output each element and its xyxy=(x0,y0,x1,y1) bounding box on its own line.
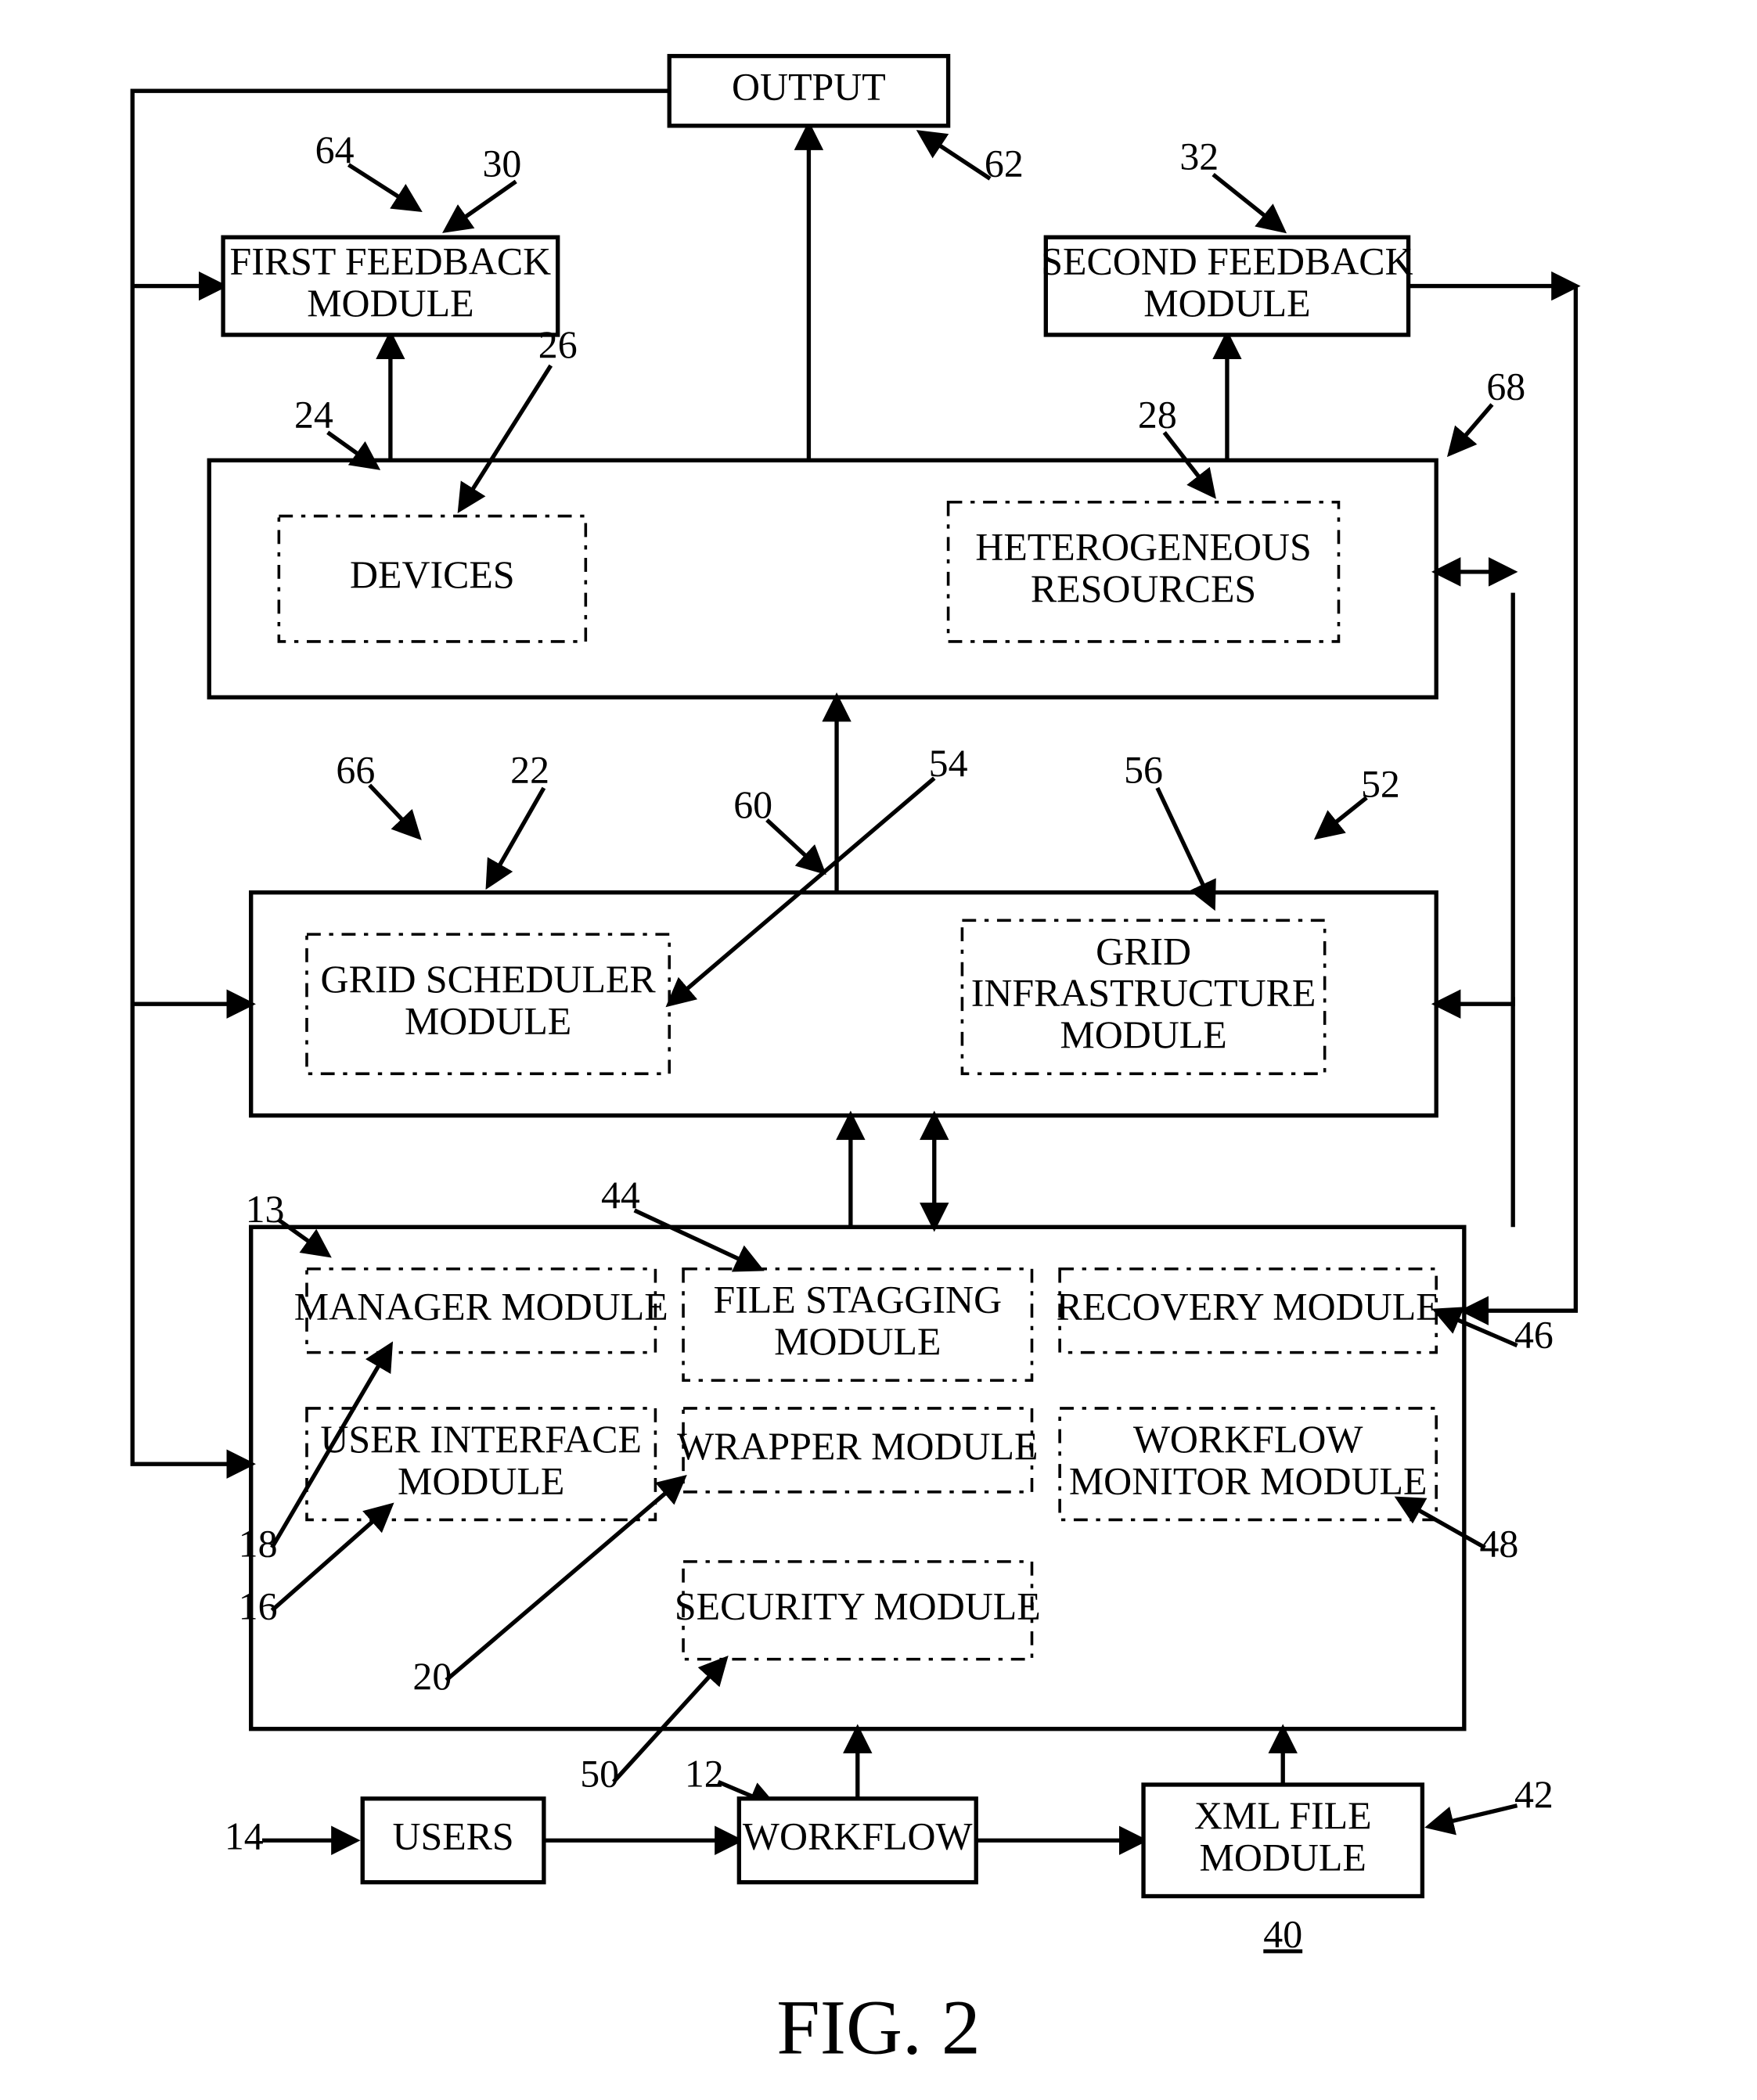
ref-label-28: 28 xyxy=(1138,393,1177,436)
ref-pointer xyxy=(1429,1806,1517,1827)
ref-pointer xyxy=(446,182,516,230)
node-label-grid_infra: GRID xyxy=(1096,930,1191,973)
ref-pointer xyxy=(1436,1311,1517,1346)
node-label-second_fb: MODULE xyxy=(1143,282,1310,325)
ref-pointer xyxy=(446,1478,683,1680)
ref-label-64: 64 xyxy=(315,128,355,171)
ref-pointer xyxy=(1213,174,1283,230)
node-label-output: OUTPUT xyxy=(732,66,886,109)
ref-label-56: 56 xyxy=(1124,749,1163,792)
ref-label-20: 20 xyxy=(412,1655,452,1698)
ref-pointer xyxy=(488,788,544,886)
ref-label-13: 13 xyxy=(246,1188,285,1231)
node-label-grid_sched: MODULE xyxy=(405,999,571,1042)
figure-caption: FIG. 2 xyxy=(776,1984,981,2071)
node-label-wf_monitor: WORKFLOW xyxy=(1133,1418,1363,1461)
node-label-file_stag: MODULE xyxy=(774,1320,941,1363)
ref-label-12: 12 xyxy=(685,1753,724,1796)
ref-label-16: 16 xyxy=(239,1585,278,1628)
ref-label-42: 42 xyxy=(1514,1773,1554,1816)
node-label-manager: MANAGER MODULE xyxy=(294,1286,668,1329)
node-label-ui_mod: USER INTERFACE xyxy=(320,1418,642,1461)
ref-label-18: 18 xyxy=(239,1523,278,1566)
ref-label-60: 60 xyxy=(733,783,772,826)
ref-label-62: 62 xyxy=(985,142,1024,185)
ref-pointer xyxy=(460,365,551,509)
ref-label-52: 52 xyxy=(1361,762,1400,805)
node-label-workflow: WORKFLOW xyxy=(743,1815,973,1858)
ref-pointer xyxy=(635,1210,760,1269)
ref-pointer xyxy=(767,820,823,872)
ref-label-68: 68 xyxy=(1486,365,1525,408)
node-label-wrapper: WRAPPER MODULE xyxy=(677,1425,1038,1468)
ref-label-48: 48 xyxy=(1479,1523,1518,1566)
node-label-hetero: HETEROGENEOUS xyxy=(975,526,1311,569)
ref-label-32: 32 xyxy=(1179,135,1219,178)
ref-pointer xyxy=(1450,405,1492,453)
ref-pointer xyxy=(1158,788,1213,906)
ref-pointer xyxy=(1318,798,1366,837)
ref-label-30: 30 xyxy=(482,142,521,185)
node-label-wf_monitor: MONITOR MODULE xyxy=(1069,1459,1428,1502)
node-label-first_fb: FIRST FEEDBACK xyxy=(230,239,552,282)
node-label-file_stag: FILE STAGGING xyxy=(713,1278,1002,1321)
ref-label-66: 66 xyxy=(336,749,375,792)
node-label-grid_infra: MODULE xyxy=(1060,1013,1226,1056)
ref-label-14: 14 xyxy=(225,1815,264,1858)
node-label-devices: DEVICES xyxy=(350,553,515,596)
ref-pointer xyxy=(920,133,990,179)
node-label-users: USERS xyxy=(392,1815,513,1858)
ref-pointer xyxy=(1165,433,1213,495)
node-label-security: SECURITY MODULE xyxy=(675,1585,1041,1628)
node-label-recovery: RECOVERY MODULE xyxy=(1057,1286,1440,1329)
connector-polyline xyxy=(1464,286,1576,1311)
node-label-grid_sched: GRID SCHEDULER xyxy=(321,958,657,1001)
node-label-first_fb: MODULE xyxy=(307,282,473,325)
ref-pointer xyxy=(272,1506,390,1611)
node-label-second_fb: SECOND FEEDBACK xyxy=(1041,239,1413,282)
node-label-xml: MODULE xyxy=(1200,1836,1366,1879)
ref-label-50: 50 xyxy=(580,1753,619,1796)
connector-polyline xyxy=(1436,593,1513,1005)
ref-label-22: 22 xyxy=(510,749,549,792)
node-label-xml: XML FILE xyxy=(1194,1794,1372,1837)
figure-ref-40: 40 xyxy=(1263,1912,1302,1955)
ref-pointer xyxy=(1399,1499,1485,1548)
ref-label-54: 54 xyxy=(929,742,968,785)
node-label-hetero: RESOURCES xyxy=(1031,567,1256,610)
ref-label-24: 24 xyxy=(294,393,333,436)
ref-label-26: 26 xyxy=(538,323,578,366)
node-label-grid_infra: INFRASTRUCTURE xyxy=(971,972,1316,1015)
ref-label-44: 44 xyxy=(601,1174,640,1217)
ref-pointer xyxy=(348,165,418,210)
node-label-ui_mod: MODULE xyxy=(398,1459,564,1502)
ref-label-46: 46 xyxy=(1514,1313,1554,1356)
ref-pointer xyxy=(369,785,418,836)
